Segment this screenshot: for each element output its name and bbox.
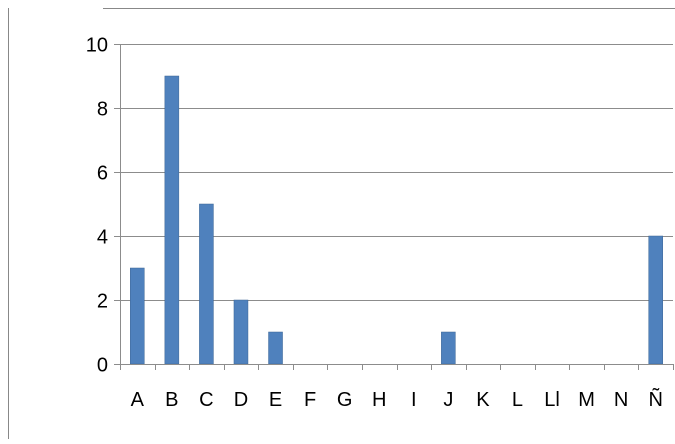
bar-E — [269, 332, 283, 364]
x-tick-label: C — [199, 389, 213, 411]
y-tick-labels: 0 2 4 6 8 10 — [86, 35, 108, 377]
x-tick-label: I — [411, 389, 417, 411]
y-tick-label: 4 — [97, 227, 108, 249]
x-tick-label: E — [269, 389, 282, 411]
y-tick-label: 10 — [86, 35, 108, 57]
x-tick-label: M — [578, 389, 595, 411]
x-tick-label: J — [443, 389, 453, 411]
y-tick-label: 0 — [97, 355, 108, 377]
x-tick-label: Ñ — [648, 387, 662, 411]
bar-A — [130, 268, 144, 364]
y-tick-label: 8 — [97, 99, 108, 121]
bar-D — [234, 300, 248, 364]
bar-C — [199, 204, 213, 364]
gridlines — [114, 45, 673, 365]
x-tick-label: F — [304, 389, 316, 411]
bar-B — [165, 76, 179, 364]
x-tick-label: K — [476, 389, 490, 411]
x-tick-label: A — [131, 389, 145, 411]
bar-J — [441, 332, 455, 364]
x-tick-label: L — [512, 389, 523, 411]
x-tick-label: Ll — [544, 389, 560, 411]
x-tick-label: G — [337, 389, 353, 411]
chart-border — [9, 8, 675, 439]
x-tick-label: N — [614, 389, 628, 411]
y-tick-label: 2 — [97, 291, 108, 313]
x-tick-label: H — [372, 389, 386, 411]
x-tick-label: D — [234, 389, 248, 411]
x-tick-label: B — [165, 389, 178, 411]
bar-Ñ — [649, 236, 663, 364]
bars — [130, 76, 662, 364]
y-tick-label: 6 — [97, 163, 108, 185]
